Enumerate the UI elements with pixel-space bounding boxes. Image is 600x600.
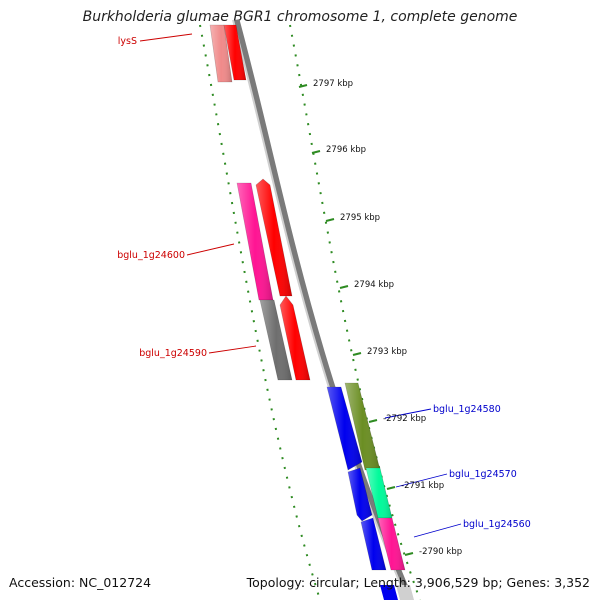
gene-label[interactable]: bglu_1g24590	[139, 348, 207, 359]
scale-tick-label: -2791 kbp	[401, 481, 444, 491]
scale-tick-mark	[404, 552, 414, 556]
map-title: Burkholderia glumae BGR1 chromosome 1, c…	[82, 9, 518, 25]
scale-tick-mark	[339, 285, 349, 289]
outer-dotted-ring	[289, 24, 421, 600]
backbone-ring	[232, 19, 414, 600]
bglu_1g24590-cds-block[interactable]	[259, 299, 293, 381]
topology-summary: Topology: circular; Length: 3,906,529 bp…	[246, 575, 590, 590]
gene-label[interactable]: bglu_1g24560	[463, 519, 531, 530]
accession-text: Accession: NC_012724	[9, 575, 152, 590]
scale-tick-label: 2795 kbp	[340, 213, 380, 223]
bglu_1g24570-gene-block[interactable]	[347, 467, 373, 522]
scale-tick-mark	[325, 218, 335, 222]
gene-label-leader	[139, 33, 193, 42]
scale-tick-mark	[352, 352, 362, 356]
lysS-gene-block[interactable]	[223, 24, 247, 81]
inner-dotted-ring	[199, 24, 321, 600]
gene-label[interactable]: bglu_1g24570	[449, 469, 517, 480]
bglu_1g24560-cds-block[interactable]	[377, 517, 406, 571]
gene-label[interactable]: lysS	[118, 36, 137, 47]
bglu_1g24590-gene-block[interactable]	[279, 295, 311, 381]
lysS-cds-block[interactable]	[209, 24, 233, 83]
next-feature-block-outline	[396, 585, 414, 600]
gene-label-leader	[413, 523, 462, 538]
scale-tick-label: 2796 kbp	[326, 145, 366, 155]
gene-label-leader	[395, 473, 448, 488]
gene-label-leader	[186, 243, 235, 256]
next-feature-block	[380, 585, 398, 600]
gene-label[interactable]: bglu_1g24580	[433, 404, 501, 415]
gene-label-leader	[384, 408, 432, 419]
bglu_1g24560-gene-block[interactable]	[360, 517, 387, 571]
scale-tick-label: -2792 kbp	[383, 414, 426, 424]
bglu_1g24600-gene-block[interactable]	[255, 178, 293, 297]
scale-tick-mark	[311, 150, 321, 154]
scale-tick-mark	[386, 486, 396, 490]
scale-tick-mark	[368, 419, 378, 423]
bglu_1g24580-gene-block[interactable]	[326, 386, 363, 471]
scale-tick-label: 2793 kbp	[367, 347, 407, 357]
scale-tick-label: 2797 kbp	[313, 79, 353, 89]
scale-tick-label: 2794 kbp	[354, 280, 394, 290]
scale-tick-mark	[298, 84, 308, 88]
gene-label[interactable]: bglu_1g24600	[117, 250, 185, 261]
gene-label-leader	[208, 345, 257, 354]
scale-tick-label: -2790 kbp	[419, 547, 462, 557]
